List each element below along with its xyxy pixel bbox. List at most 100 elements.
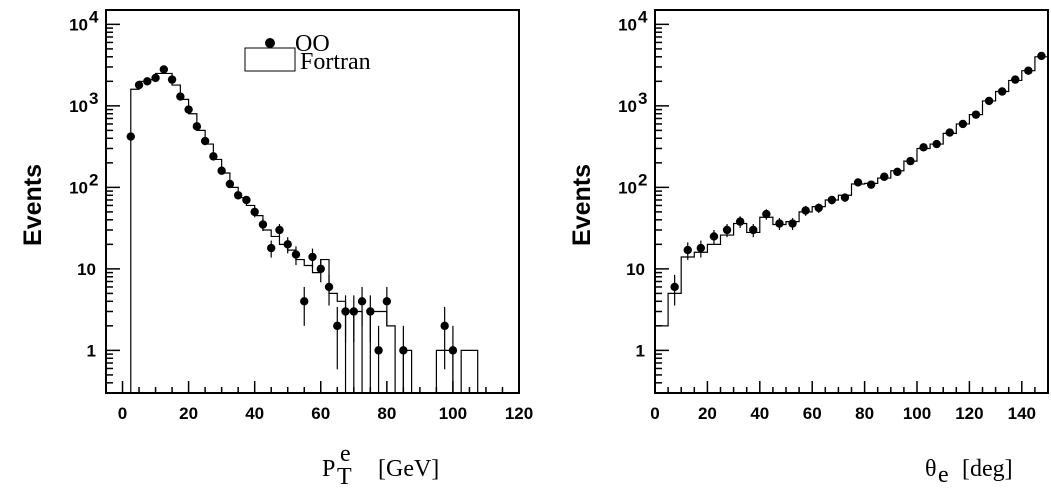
data-point xyxy=(670,282,679,292)
oo-points xyxy=(670,51,1046,292)
data-point xyxy=(151,73,160,83)
data-point xyxy=(267,243,276,253)
data-point xyxy=(316,264,325,274)
data-point xyxy=(308,252,317,262)
data-point xyxy=(984,96,994,106)
x-axis: 0 20 40 60 80 100 120 xyxy=(105,381,533,423)
x-tick-label: 0 xyxy=(650,404,659,423)
data-point xyxy=(209,152,218,161)
data-point xyxy=(159,65,169,74)
x-axis-label-symbol: P xyxy=(322,456,335,482)
data-point xyxy=(932,139,941,149)
oo-points xyxy=(126,65,458,355)
data-point xyxy=(233,191,243,200)
data-point xyxy=(192,122,202,131)
data-point xyxy=(258,220,268,229)
data-point xyxy=(440,321,449,331)
data-point xyxy=(1037,51,1046,61)
x-tick-label: 100 xyxy=(439,404,467,423)
data-point xyxy=(448,346,458,355)
data-point xyxy=(958,119,968,129)
x-axis-label-symbol: θ xyxy=(925,456,937,482)
legend-oo-marker xyxy=(265,38,275,48)
data-point xyxy=(200,136,210,146)
data-point xyxy=(945,128,954,137)
x-tick-label: 100 xyxy=(903,404,931,423)
data-point xyxy=(275,225,284,235)
y-tick-exponent: 4 xyxy=(89,7,99,26)
data-point xyxy=(167,75,177,84)
data-point xyxy=(709,232,719,241)
legend: OO Fortran xyxy=(244,31,371,75)
y-tick-label: 10 xyxy=(77,260,96,279)
data-point xyxy=(762,209,771,219)
data-point xyxy=(919,143,928,152)
x-tick-label: 0 xyxy=(118,404,127,423)
plot-frame xyxy=(105,9,520,394)
y-tick-label: 10 xyxy=(626,260,645,279)
x-axis-label-unit: [GeV] xyxy=(378,456,439,482)
oo-error-bars xyxy=(130,68,454,393)
legend-oo-label: OO xyxy=(295,31,330,57)
data-point xyxy=(324,282,334,292)
x-tick-label: 60 xyxy=(311,404,330,423)
legend-fortran-label: Fortran xyxy=(300,49,371,75)
x-tick-label: 20 xyxy=(698,404,717,423)
x-axis: 0 20 40 60 80 100 120 140 xyxy=(650,381,1049,423)
data-point xyxy=(866,180,876,189)
data-point xyxy=(683,245,692,255)
fortran-histogram xyxy=(130,72,479,394)
y-tick-label: 10 xyxy=(69,97,88,116)
x-axis-label-superscript: e xyxy=(340,441,351,467)
x-axis-label-subscript: e xyxy=(938,462,949,488)
y-tick-label: 10 xyxy=(618,97,637,116)
x-tick-label: 40 xyxy=(245,404,264,423)
x-axis-label-unit: [deg] xyxy=(962,456,1013,482)
legend-fortran-swatch xyxy=(244,47,296,72)
data-point xyxy=(143,77,152,86)
y-tick-label: 10 xyxy=(618,15,637,34)
x-tick-label: 80 xyxy=(377,404,396,423)
data-point xyxy=(366,307,375,316)
x-tick-label: 20 xyxy=(179,404,198,423)
y-tick-exponent: 3 xyxy=(89,89,98,108)
data-point xyxy=(349,307,358,316)
y-tick-exponent: 2 xyxy=(638,170,647,189)
plot-frame xyxy=(654,9,1049,394)
y-tick-label: 10 xyxy=(69,178,88,197)
data-point xyxy=(382,297,392,306)
y-tick-exponent: 4 xyxy=(638,7,648,26)
y-tick-label: 10 xyxy=(69,15,88,34)
x-tick-label: 40 xyxy=(750,404,769,423)
x-tick-label: 140 xyxy=(1008,404,1036,423)
data-point xyxy=(357,297,367,306)
data-point xyxy=(341,307,350,316)
data-point xyxy=(827,195,837,205)
data-point xyxy=(814,203,823,213)
x-axis-label: θ e [deg] xyxy=(925,456,1013,488)
data-point xyxy=(242,195,251,205)
data-point xyxy=(840,193,850,202)
y-axis-label: Events xyxy=(568,164,596,246)
x-axis-label-subscript: T xyxy=(337,464,352,489)
y-tick-exponent: 3 xyxy=(638,89,647,108)
fortran-histogram xyxy=(654,56,1049,393)
data-point xyxy=(788,219,797,228)
histogram-outline xyxy=(654,56,1049,393)
data-point xyxy=(893,167,902,177)
data-point xyxy=(176,92,185,101)
data-point xyxy=(250,207,259,217)
data-point xyxy=(291,250,301,259)
x-tick-label: 60 xyxy=(803,404,822,423)
data-point xyxy=(1011,75,1020,84)
data-point xyxy=(997,87,1007,96)
data-point xyxy=(225,179,235,189)
y-tick-label: 1 xyxy=(87,341,96,360)
y-tick-exponent: 2 xyxy=(89,170,98,189)
data-point xyxy=(735,217,745,226)
